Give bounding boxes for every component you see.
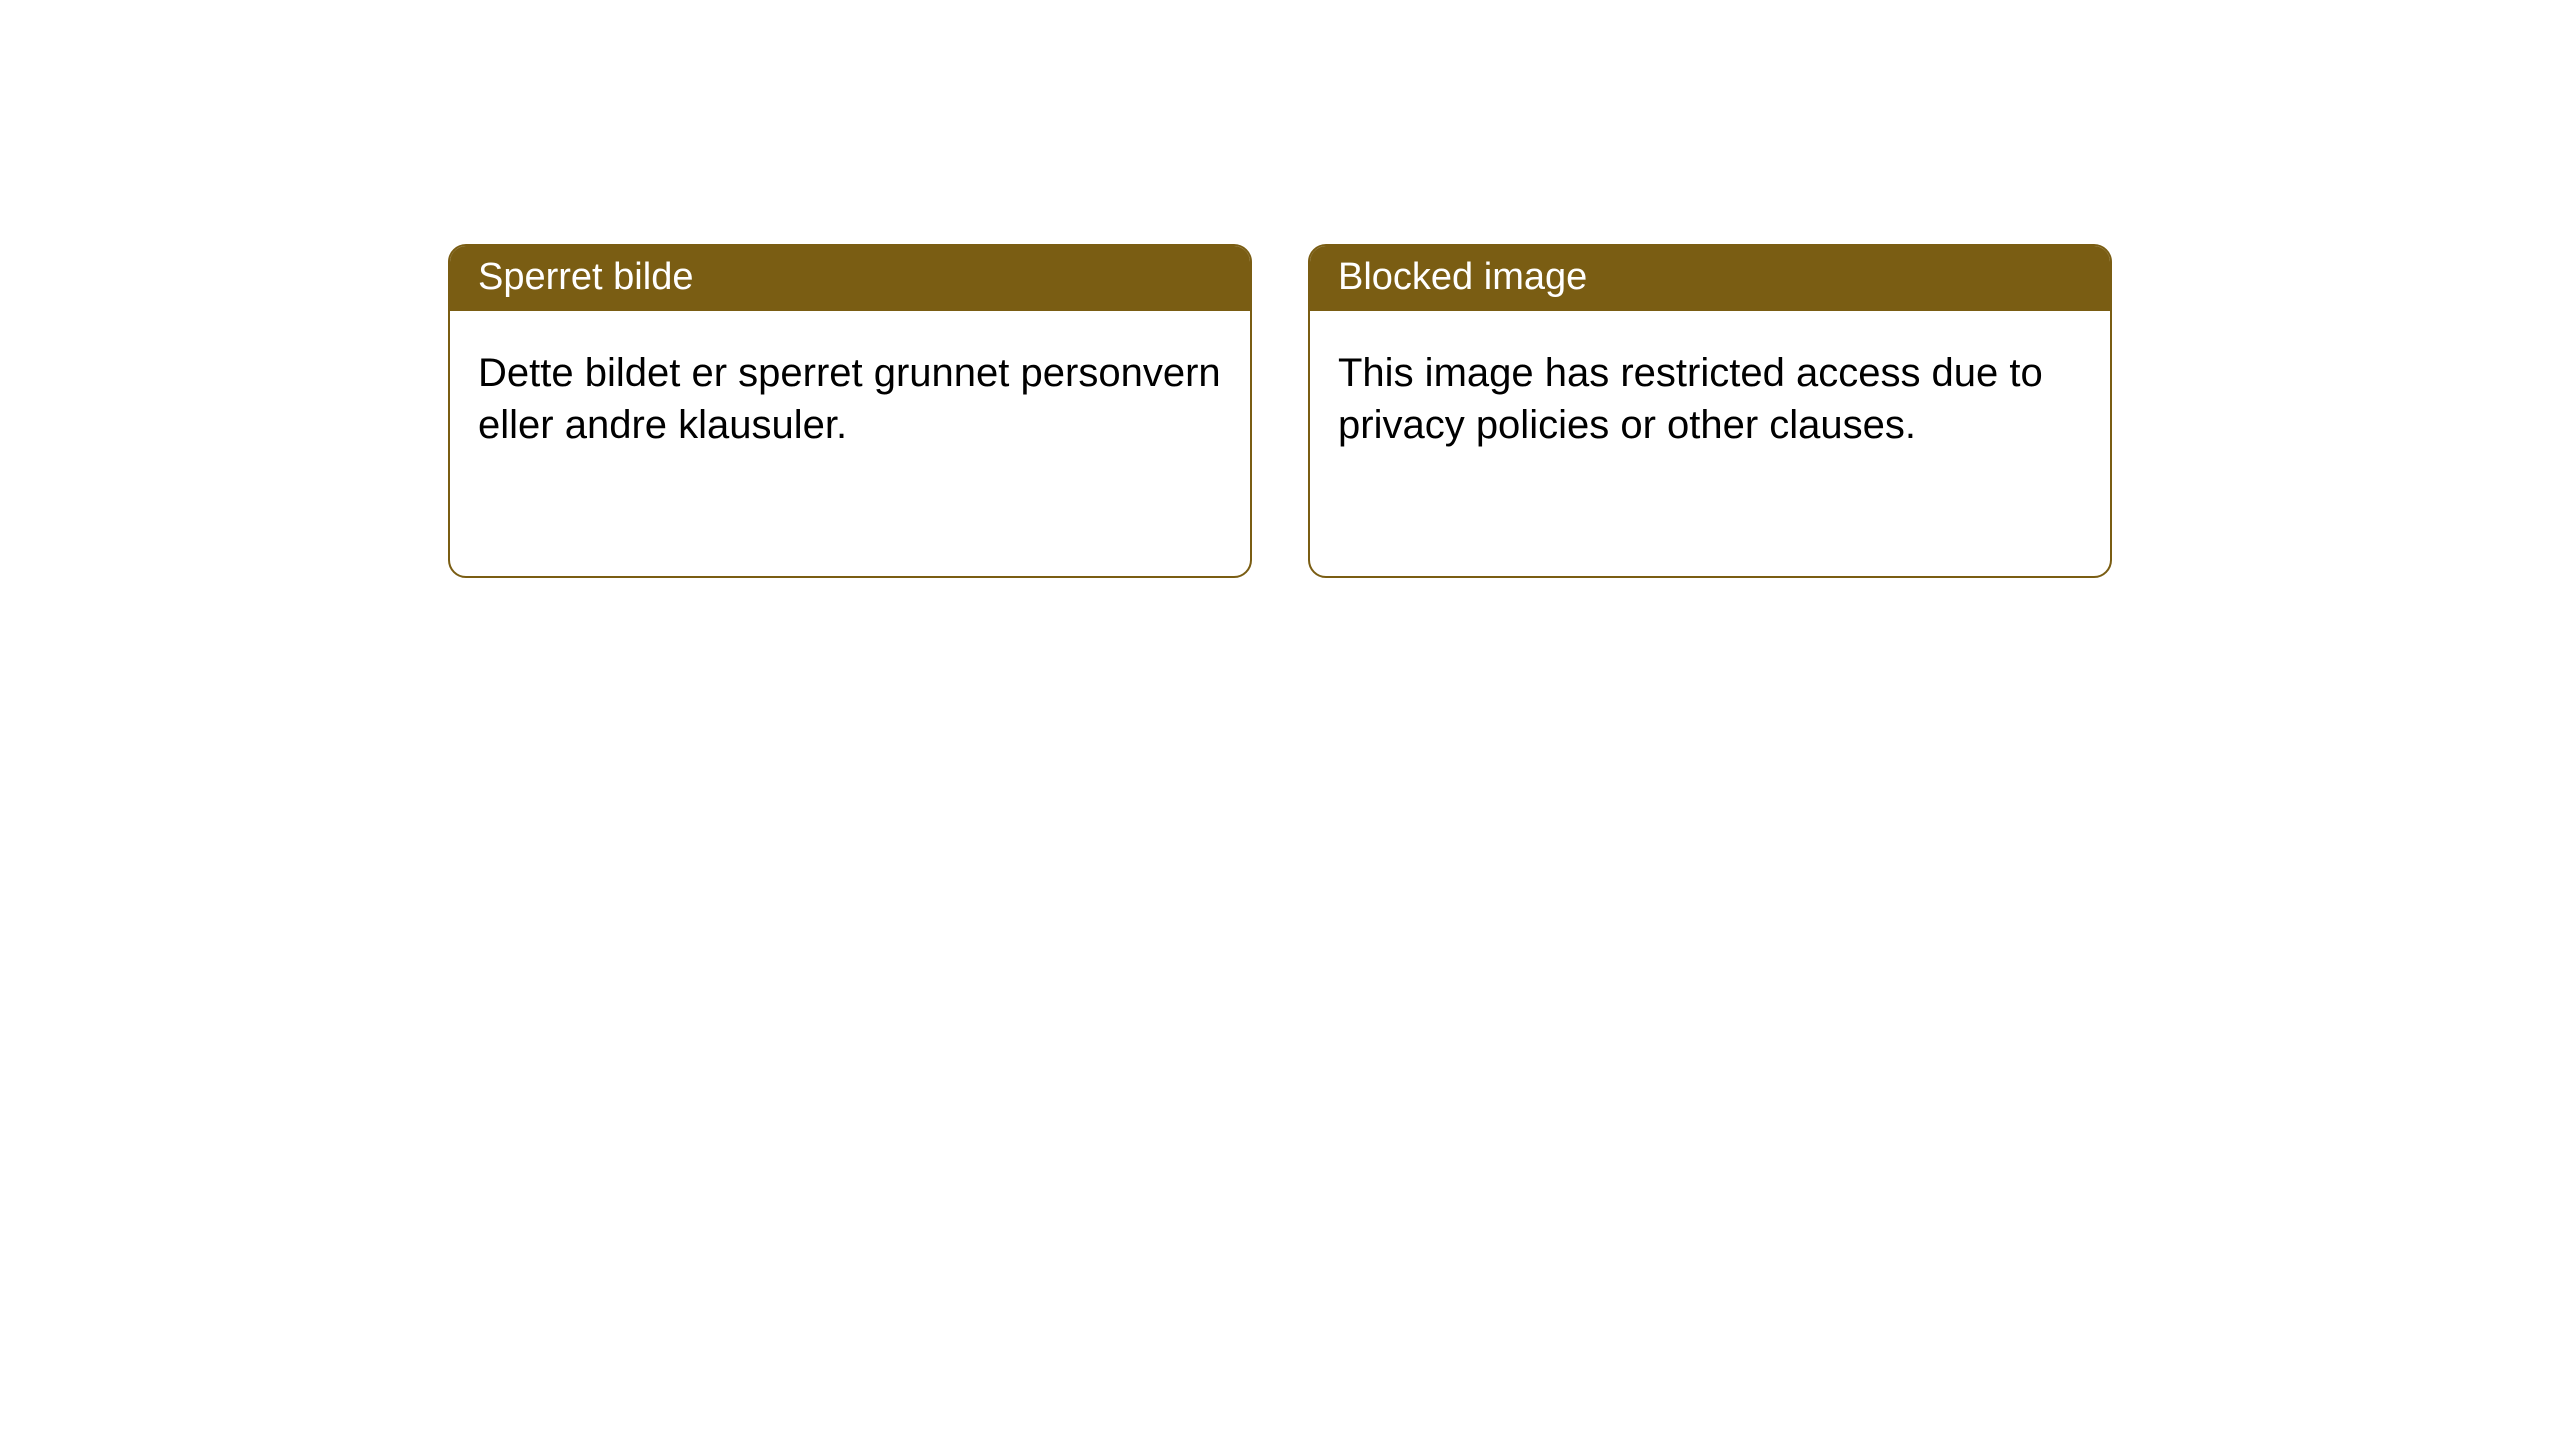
notice-body: This image has restricted access due to …	[1310, 311, 2110, 479]
notice-body: Dette bildet er sperret grunnet personve…	[450, 311, 1250, 479]
notice-title: Sperret bilde	[450, 246, 1250, 311]
notice-card-norwegian: Sperret bilde Dette bildet er sperret gr…	[448, 244, 1252, 578]
notice-card-english: Blocked image This image has restricted …	[1308, 244, 2112, 578]
notice-container: Sperret bilde Dette bildet er sperret gr…	[0, 0, 2560, 578]
notice-title: Blocked image	[1310, 246, 2110, 311]
